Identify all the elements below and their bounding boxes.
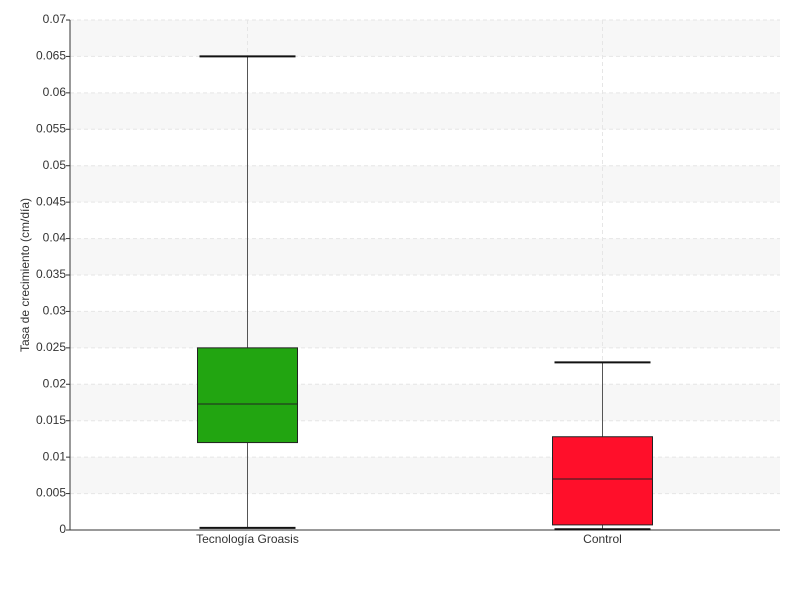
grid-band: [70, 165, 780, 203]
grid-band: [70, 384, 780, 421]
y-tick-label: 0.035: [36, 267, 66, 281]
y-tick-label: 0.055: [36, 121, 66, 135]
grid-band: [70, 457, 780, 494]
y-tick-label: 0.07: [43, 12, 67, 26]
y-tick-label: 0.045: [36, 194, 66, 208]
box: [197, 347, 298, 444]
x-tick-label: Tecnología Groasis: [196, 532, 299, 546]
y-tick-label: 0.03: [43, 304, 67, 318]
grid-band: [70, 311, 780, 348]
grid-band: [70, 20, 780, 57]
y-tick-label: 0.015: [36, 413, 66, 427]
grid-band: [70, 238, 780, 275]
y-tick-label: 0.06: [43, 85, 67, 99]
y-tick-label: 0: [59, 522, 66, 536]
y-tick-label: 0.04: [43, 231, 67, 245]
y-tick-label: 0.05: [43, 158, 67, 172]
box: [552, 436, 653, 526]
y-tick-label: 0.02: [43, 376, 67, 390]
y-tick-label: 0.025: [36, 340, 66, 354]
y-tick-label: 0.01: [43, 449, 67, 463]
grid-band: [70, 92, 780, 130]
x-tick-label: Control: [583, 532, 622, 546]
y-tick-label: 0.005: [36, 486, 66, 500]
y-axis-label: Tasa de crecimiento (cm/día): [18, 198, 32, 352]
y-tick-label: 0.065: [36, 49, 66, 63]
